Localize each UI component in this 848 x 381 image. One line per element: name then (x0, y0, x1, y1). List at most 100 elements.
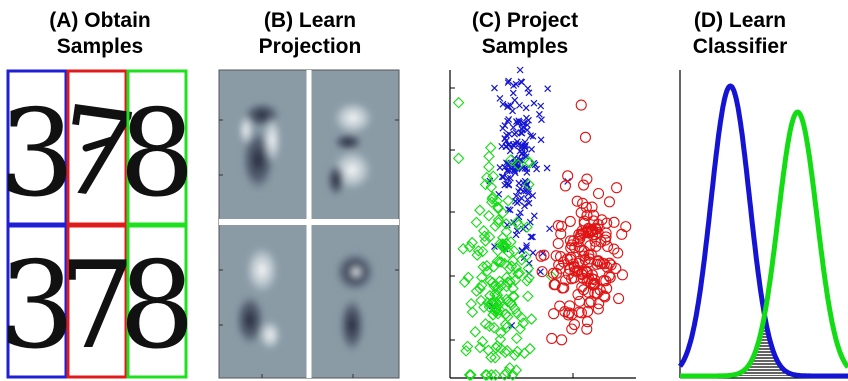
scatter-point (452, 152, 465, 165)
scatter-point (523, 114, 530, 122)
scatter-point (504, 175, 512, 182)
scatter-point (509, 89, 517, 97)
scatter-point (472, 245, 485, 257)
scatter-point (478, 301, 490, 314)
scatter-point (579, 131, 591, 143)
scatter-point (581, 173, 593, 185)
scatter-point (523, 168, 531, 176)
scatter-point (580, 201, 592, 213)
scatter-point (504, 362, 516, 374)
panel-b-title-line2: Projection (258, 35, 362, 58)
panel-d-title: (D) Learn Classifier (640, 8, 840, 60)
digit-tile-3-bottom: 3 (0, 224, 75, 379)
scatter-point (495, 256, 508, 268)
digit-glyph: 7 (59, 237, 135, 376)
scatter-point (563, 307, 575, 319)
scatter-point (524, 342, 536, 355)
scatter-point (479, 369, 492, 381)
scatter-point (481, 171, 493, 184)
scatter-point (524, 84, 532, 92)
scatter-point (525, 313, 538, 325)
digit-glyph: 3 (0, 85, 75, 224)
scatter-points (452, 66, 632, 381)
scatter-point (474, 204, 486, 216)
scatter-point (554, 251, 567, 263)
scatter-point (530, 212, 538, 220)
scatter-point (559, 180, 571, 192)
scatter-point (575, 307, 587, 319)
scatter-point (503, 247, 515, 259)
scatter-point (485, 351, 497, 364)
scatter-point (529, 249, 537, 257)
filter-image-2 (326, 100, 375, 198)
scatter-point (511, 169, 519, 177)
scatter-point (567, 258, 580, 270)
scatter-point (512, 197, 519, 205)
scatter-point (475, 271, 488, 284)
scatter-point (586, 201, 598, 213)
scatter-point (565, 252, 577, 264)
scatter-point (483, 231, 496, 243)
overlap-region (680, 316, 848, 376)
scatter-point (488, 321, 500, 334)
scatter-point (566, 239, 578, 251)
scatter-point (495, 343, 507, 355)
scatter-point (507, 290, 519, 303)
scatter-point (599, 291, 611, 303)
scatter-point (476, 335, 489, 348)
scatter-point (510, 364, 523, 376)
scatter-point (520, 119, 528, 127)
scatter-point (496, 94, 504, 102)
scatter-point (512, 267, 524, 280)
scatter-point (549, 278, 561, 290)
scatter-point (521, 221, 533, 233)
scatter-point (499, 346, 512, 359)
scatter-point (543, 164, 551, 172)
scatter-point (578, 245, 590, 257)
panel-c-title: (C) Project Samples (425, 8, 625, 60)
scatter-point (458, 276, 471, 288)
scatter-point (476, 279, 488, 291)
scatter-point (533, 165, 541, 173)
scatter-point (519, 187, 527, 195)
panel-b-title: (B) Learn Projection (210, 8, 410, 60)
scatter-point (583, 297, 595, 309)
scatter-point (582, 305, 594, 317)
scatter-point (536, 266, 548, 278)
scatter-point (518, 125, 526, 133)
scatter-point (548, 308, 560, 320)
scatter-point (474, 282, 486, 295)
scatter-point (491, 84, 498, 92)
scatter-point (576, 281, 588, 293)
scatter-point (511, 167, 519, 175)
scatter-point (593, 298, 605, 310)
scatter-point (481, 369, 493, 381)
scatter-point (556, 220, 568, 232)
scatter-point (562, 170, 574, 182)
scatter-point (499, 318, 512, 331)
scatter-point (477, 225, 490, 237)
scatter-point (612, 247, 624, 259)
panel-d-title-line2: Classifier (692, 35, 788, 58)
scatter-point (588, 215, 600, 227)
scatter-point (501, 366, 513, 379)
scatter-point (608, 216, 620, 228)
scatter-point (457, 243, 469, 255)
scatter-point (505, 260, 518, 272)
scatter-point (494, 333, 507, 346)
scatter-point (516, 209, 524, 217)
panel-a-title-line1: (A) Obtain (49, 9, 151, 32)
scatter-point (537, 268, 544, 276)
scatter-point (515, 311, 527, 324)
scatter-point (506, 206, 514, 214)
scatter-point (512, 231, 520, 239)
scatter-point (508, 245, 520, 257)
scatter-point (535, 250, 547, 262)
scatter-point (571, 195, 583, 207)
scatter-point (546, 225, 553, 233)
scatter-point (523, 178, 535, 191)
scatter-point (525, 89, 533, 97)
scatter-point (515, 254, 528, 266)
scatter-point (535, 110, 543, 118)
